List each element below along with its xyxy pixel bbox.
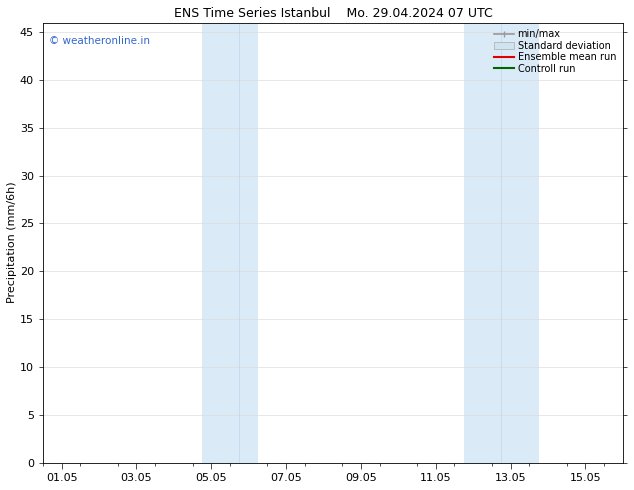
Y-axis label: Precipitation (mm/6h): Precipitation (mm/6h) — [7, 182, 17, 303]
Text: © weatheronline.in: © weatheronline.in — [49, 36, 150, 46]
Legend: min/max, Standard deviation, Ensemble mean run, Controll run: min/max, Standard deviation, Ensemble me… — [493, 27, 618, 75]
Bar — [464, 23, 539, 463]
Bar — [202, 23, 258, 463]
Title: ENS Time Series Istanbul    Mo. 29.04.2024 07 UTC: ENS Time Series Istanbul Mo. 29.04.2024 … — [174, 7, 492, 20]
